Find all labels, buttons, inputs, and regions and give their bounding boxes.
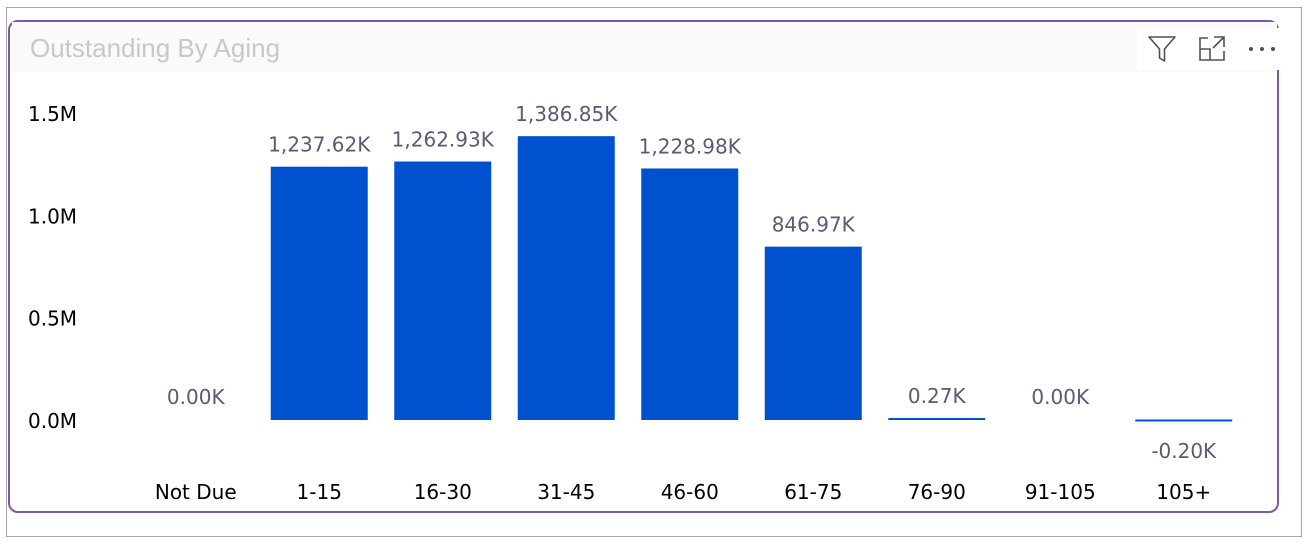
- bar[interactable]: [764, 246, 862, 420]
- bar[interactable]: [1135, 419, 1233, 422]
- more-options-button[interactable]: [1237, 28, 1287, 70]
- data-label: 846.97K: [772, 213, 856, 237]
- x-tick-label: 61-75: [784, 480, 842, 504]
- x-tick-label: 46-60: [661, 480, 719, 504]
- x-tick-label: Not Due: [155, 480, 237, 504]
- x-tick-label: 16-30: [414, 480, 472, 504]
- y-tick-label: 1.5M: [28, 102, 77, 126]
- data-labels: 0.00K 1,237.62K 1,262.93K 1,386.85K 1,228.98…: [167, 102, 1217, 463]
- bar[interactable]: [641, 168, 739, 420]
- focus-mode-button[interactable]: [1187, 28, 1237, 70]
- chart-title: Outstanding By Aging: [30, 33, 281, 63]
- data-label: 1,237.62K: [268, 133, 371, 157]
- data-label: 1,228.98K: [639, 134, 742, 158]
- bar[interactable]: [888, 418, 986, 420]
- x-tick-label: 31-45: [537, 480, 595, 504]
- data-label: 1,262.93K: [392, 128, 495, 152]
- data-label: 0.00K: [1031, 385, 1090, 409]
- x-axis: Not Due 1-15 16-30 31-45 46-60 61-75 76-90 91-1…: [155, 480, 1211, 504]
- y-tick-label: 0.0M: [28, 409, 77, 433]
- data-label: -0.20K: [1151, 439, 1217, 463]
- bar[interactable]: [270, 166, 368, 420]
- data-label: 0.27K: [908, 384, 967, 408]
- x-tick-label: 91-105: [1025, 480, 1096, 504]
- data-label: 1,386.85K: [515, 102, 618, 126]
- focus-mode-icon: [1199, 36, 1225, 61]
- y-tick-label: 0.5M: [28, 307, 77, 331]
- more-options-icon: [1249, 47, 1275, 51]
- x-tick-label: 76-90: [908, 480, 966, 504]
- visual-header: [12, 22, 1277, 72]
- y-tick-label: 1.0M: [28, 204, 77, 228]
- x-tick-label: 1-15: [297, 480, 342, 504]
- data-label: 0.00K: [167, 385, 226, 409]
- filter-button[interactable]: [1137, 28, 1187, 70]
- y-axis: 0.0M 0.5M 1.0M 1.5M: [28, 102, 77, 433]
- bars: [270, 136, 1233, 422]
- x-tick-label: 105+: [1156, 480, 1211, 504]
- bar[interactable]: [394, 161, 492, 420]
- bar[interactable]: [517, 136, 615, 421]
- filter-icon: [1148, 36, 1176, 62]
- visual-toolbar: [1137, 28, 1287, 70]
